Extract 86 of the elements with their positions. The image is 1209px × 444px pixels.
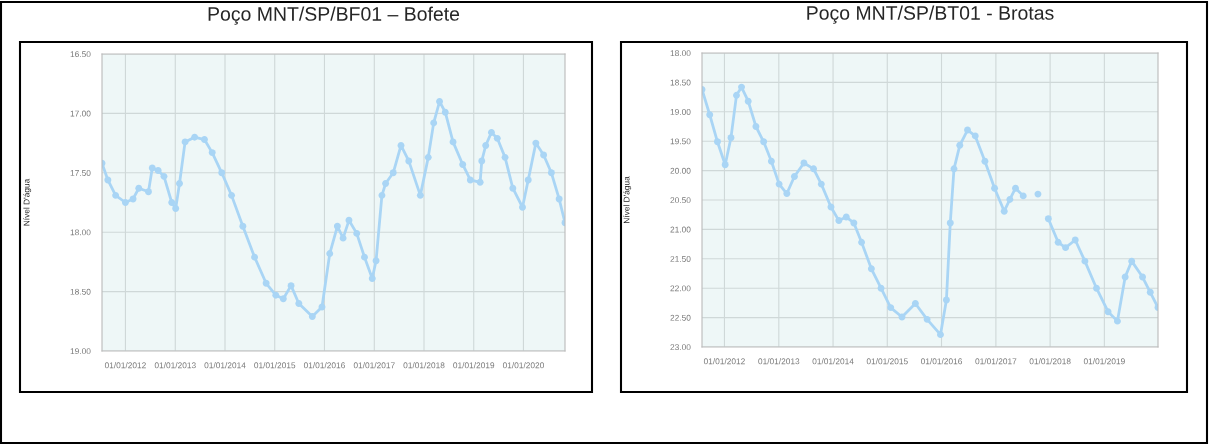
y-tick-label: 22.50 bbox=[670, 314, 691, 321]
point bbox=[971, 132, 979, 140]
point bbox=[942, 296, 950, 304]
x-tick-label: 01/01/2017 bbox=[353, 362, 395, 369]
point bbox=[810, 165, 818, 173]
y-tick-label: 23.00 bbox=[670, 344, 691, 351]
point bbox=[1044, 215, 1052, 223]
point bbox=[1012, 184, 1019, 192]
point bbox=[911, 300, 919, 307]
y-tick-label: 18.00 bbox=[670, 50, 691, 57]
point bbox=[850, 219, 858, 227]
x-tick-label: 01/01/2018 bbox=[403, 362, 445, 369]
point bbox=[1104, 308, 1112, 316]
x-tick-label: 01/01/2013 bbox=[154, 362, 196, 369]
point bbox=[946, 219, 954, 227]
point bbox=[760, 138, 768, 146]
x-tick-label: 01/01/2016 bbox=[303, 362, 345, 369]
x-tick-label: 01/01/2014 bbox=[204, 362, 246, 369]
x-tick-label: 01/01/2012 bbox=[104, 362, 146, 369]
y-tick-label: 19.50 bbox=[670, 138, 691, 145]
point bbox=[991, 184, 999, 192]
point bbox=[727, 134, 735, 142]
point bbox=[752, 123, 760, 130]
point bbox=[1081, 257, 1089, 265]
point bbox=[1006, 195, 1014, 203]
point bbox=[858, 238, 866, 246]
point bbox=[887, 304, 895, 312]
point bbox=[1054, 238, 1062, 246]
x-tick-label: 01/01/2019 bbox=[1083, 358, 1125, 365]
point bbox=[1139, 273, 1147, 281]
y-tick-label: 19.00 bbox=[670, 109, 691, 115]
x-tick-label: 01/01/2016 bbox=[920, 358, 962, 365]
y-tick-label: 18.00 bbox=[70, 229, 91, 236]
y-tick-label: 21.00 bbox=[670, 226, 691, 233]
y-tick-label: 21.50 bbox=[670, 256, 691, 262]
y-axis-title: Nível D'água bbox=[623, 176, 632, 224]
point bbox=[721, 161, 729, 169]
x-tick-label: 01/01/2014 bbox=[812, 358, 854, 365]
point bbox=[733, 91, 740, 99]
point bbox=[767, 157, 775, 165]
point bbox=[950, 165, 958, 173]
x-tick-label: 01/01/2020 bbox=[502, 362, 544, 369]
x-tick-label: 01/01/2017 bbox=[975, 358, 1017, 365]
y-tick-label: 20.00 bbox=[670, 167, 691, 174]
y-tick-label: 19.00 bbox=[70, 348, 91, 355]
point bbox=[1093, 284, 1100, 292]
y-axis-title: Nível D'água bbox=[23, 178, 32, 226]
point bbox=[1146, 288, 1154, 296]
point bbox=[956, 141, 964, 149]
x-tick-label: 01/01/2019 bbox=[453, 362, 495, 369]
point bbox=[706, 111, 714, 119]
point bbox=[738, 83, 745, 91]
point bbox=[1121, 273, 1129, 281]
y-tick-label: 17.50 bbox=[70, 170, 91, 176]
point bbox=[937, 331, 944, 339]
point bbox=[1019, 192, 1027, 200]
point bbox=[1062, 244, 1070, 252]
y-tick-label: 16.50 bbox=[70, 51, 91, 58]
x-tick-label: 01/01/2015 bbox=[254, 362, 296, 369]
point bbox=[775, 180, 783, 188]
point bbox=[842, 213, 850, 221]
x-tick-label: 01/01/2013 bbox=[758, 358, 800, 365]
chart-title: Poço MNT/SP/BT01 - Brotas bbox=[807, 5, 1054, 24]
y-tick-label: 20.50 bbox=[670, 197, 691, 204]
point bbox=[1071, 236, 1079, 244]
point bbox=[835, 217, 843, 225]
point bbox=[790, 173, 798, 180]
x-tick-label: 01/01/2018 bbox=[1029, 358, 1071, 365]
point bbox=[817, 180, 825, 188]
chart-title: Poço MNT/SP/BF01 – Bofete bbox=[208, 6, 460, 25]
point bbox=[1113, 317, 1121, 325]
y-tick-label: 17.00 bbox=[70, 110, 91, 117]
point bbox=[877, 284, 885, 292]
x-tick-label: 01/01/2012 bbox=[703, 358, 745, 365]
x-tick-label: 01/01/2015 bbox=[866, 358, 908, 365]
point bbox=[867, 265, 875, 273]
point bbox=[783, 190, 791, 197]
point bbox=[713, 138, 721, 146]
point bbox=[964, 126, 971, 134]
point bbox=[923, 315, 931, 323]
point bbox=[744, 97, 752, 105]
point bbox=[1128, 257, 1136, 265]
point bbox=[981, 157, 989, 165]
y-tick-label: 18.50 bbox=[670, 79, 691, 86]
y-tick-label: 22.00 bbox=[670, 285, 691, 292]
y-tick-label: 18.50 bbox=[70, 288, 91, 295]
